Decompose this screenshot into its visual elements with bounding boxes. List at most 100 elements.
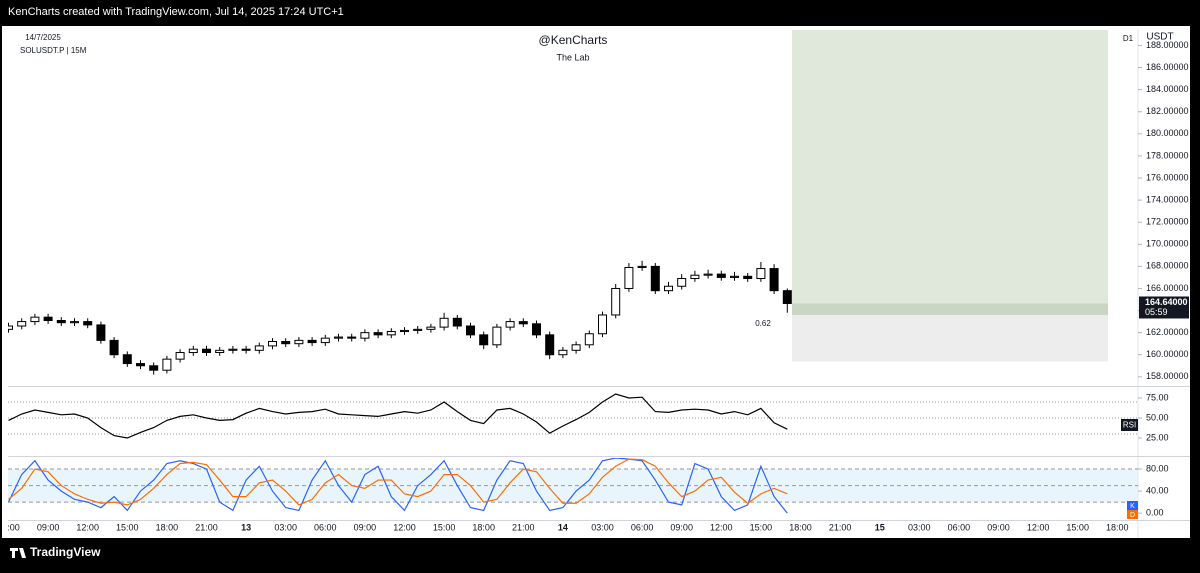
x-tick-label: 21:00: [512, 522, 535, 532]
x-tick-label: 18:00: [156, 522, 179, 532]
candle-body: [650, 265, 660, 292]
target-zone: [792, 30, 1108, 315]
candle-body: [466, 325, 475, 336]
currency: USDT: [1146, 32, 1173, 43]
time-axis: 06:00 09:00 12:00 15:00 18:00 21:00 13 03:00 06:…: [0, 522, 1129, 532]
y-tick-label: 50.00: [1146, 412, 1169, 422]
y-tick-label: 184.00000: [1146, 84, 1189, 94]
y-tick-label: 25.00: [1146, 432, 1169, 442]
candle-body: [96, 324, 106, 341]
candle-body: [228, 348, 238, 351]
candle-body: [743, 275, 753, 280]
y-tick-label: 162.00000: [1146, 327, 1189, 337]
last-price-label: 164.64000: [1145, 297, 1188, 307]
indicator-line: [8, 393, 788, 439]
candle-body: [215, 349, 225, 354]
candle-body: [8, 325, 13, 330]
x-tick-label: 15:00: [750, 522, 773, 532]
candle-body: [716, 273, 726, 278]
y-tick-label: 168.00000: [1146, 261, 1189, 271]
stoch-pane: [8, 458, 1138, 514]
candle-body: [307, 339, 317, 344]
x-tick-label: 18:00: [472, 522, 495, 532]
x-tick-label: 06:00: [314, 522, 337, 532]
legend-label: K: [1130, 503, 1135, 510]
indicator-line: [8, 458, 788, 514]
candle-body: [624, 266, 634, 289]
y-tick-label: 178.00000: [1146, 150, 1189, 160]
y-tick-label: 180.00000: [1146, 128, 1189, 138]
candle-body: [109, 339, 119, 356]
candle-body: [598, 314, 607, 335]
candle-body: [360, 332, 370, 339]
header-text: KenCharts created with TradingView.com, …: [8, 6, 344, 18]
candle-body: [202, 348, 211, 354]
indicator-tag: [1121, 419, 1138, 431]
x-tick-label: 06:00: [948, 522, 971, 532]
candle-body: [611, 287, 621, 316]
y-tick-label: 170.00000: [1146, 239, 1189, 249]
candle-body: [400, 329, 409, 333]
y-tick-label: 160.00000: [1146, 349, 1189, 359]
x-tick-label: 09:00: [670, 522, 693, 532]
candle-body: [373, 332, 383, 336]
open-pnl-zone: [792, 303, 1108, 315]
candle-body: [175, 352, 185, 360]
candle-body: [413, 328, 423, 331]
x-tick-label: 12:00: [76, 522, 99, 532]
x-tick-label: 09:00: [987, 522, 1010, 532]
candle-body: [334, 336, 343, 339]
candle-body: [83, 321, 93, 326]
y-tick-label: 188.00000: [1146, 40, 1189, 50]
candle-body: [703, 273, 713, 276]
candle-body: [782, 290, 792, 304]
candle-body: [452, 317, 462, 327]
x-tick-label: 15:00: [116, 522, 139, 532]
candle-body: [162, 358, 172, 371]
y-tick-label: 174.00000: [1146, 194, 1189, 204]
indicator-line: [8, 458, 788, 506]
y-tick-label: 166.00000: [1146, 283, 1189, 293]
price-pane: [8, 30, 1108, 375]
candle-body: [188, 348, 198, 354]
candle-body: [571, 344, 581, 351]
y-tick-label: 158.00000: [1146, 371, 1189, 381]
x-tick-label: 18:00: [789, 522, 812, 532]
x-tick-label: 09:00: [37, 522, 60, 532]
candle-body: [294, 339, 304, 345]
x-tick-label: 21:00: [829, 522, 852, 532]
candle-body: [439, 317, 449, 328]
candle-body: [532, 323, 541, 336]
symbol-label: SOLUSDT.P | 15M: [20, 46, 87, 55]
x-tick-label: 09:00: [354, 522, 377, 532]
chart-title: @KenCharts: [539, 33, 608, 47]
countdown: 05:59: [1145, 307, 1168, 317]
y-tick-label: 186.00000: [1146, 62, 1189, 72]
candle-body: [505, 321, 515, 328]
x-tick-label: 12:00: [1027, 522, 1050, 532]
y-tick-label: 182.00000: [1146, 106, 1189, 116]
candle-body: [690, 274, 700, 280]
candle-body: [30, 316, 40, 323]
rsi-pane: [8, 393, 1138, 439]
candle-body: [730, 275, 739, 278]
indicator-title: RSI: [1123, 421, 1136, 430]
candle-body: [254, 345, 264, 351]
footer-brand: TradingView: [30, 545, 101, 559]
candle-body: [17, 321, 27, 327]
candle-body: [347, 336, 357, 339]
candle-body: [268, 340, 277, 347]
x-tick-label: 15:00: [1066, 522, 1089, 532]
y-tick-label: 75.00: [1146, 392, 1169, 402]
candle-body: [769, 268, 779, 292]
candle-body: [558, 349, 568, 356]
x-tick-label: 12:00: [393, 522, 416, 532]
candle-body: [637, 265, 647, 268]
x-tick-label: 06:00: [0, 522, 20, 532]
y-tick-label: 40.00: [1146, 485, 1169, 495]
candle-body: [70, 321, 79, 324]
candle-body: [492, 326, 502, 346]
x-tick-label: 12:00: [710, 522, 733, 532]
candle-body: [518, 321, 528, 325]
